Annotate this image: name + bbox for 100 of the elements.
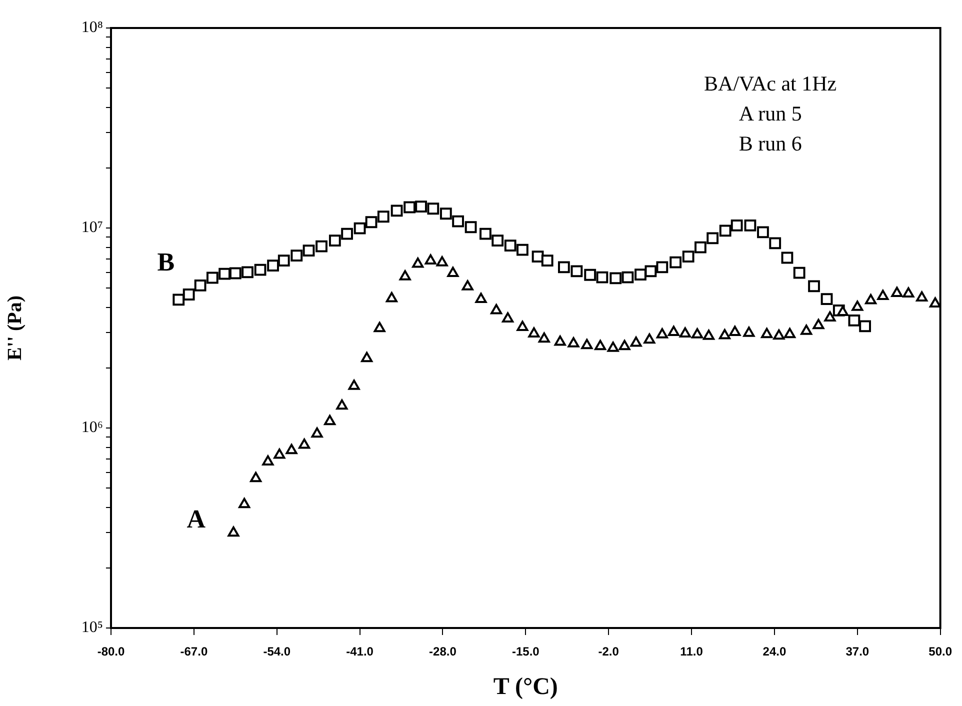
point bbox=[820, 293, 833, 306]
point bbox=[316, 240, 328, 252]
point bbox=[250, 472, 262, 482]
point bbox=[341, 228, 353, 240]
point bbox=[447, 266, 459, 277]
x-tick-label: -2.0 bbox=[598, 644, 620, 659]
point bbox=[324, 414, 336, 426]
point bbox=[607, 342, 619, 352]
y-tick-label: 10⁵ bbox=[81, 619, 103, 636]
point bbox=[424, 254, 436, 264]
point bbox=[729, 326, 741, 336]
point bbox=[618, 340, 630, 350]
point bbox=[229, 267, 242, 280]
point bbox=[743, 326, 755, 337]
point bbox=[172, 294, 185, 306]
point bbox=[744, 219, 756, 232]
x-tick-label: 24.0 bbox=[762, 644, 786, 659]
y-tick-label: 10⁷ bbox=[81, 219, 103, 236]
point bbox=[554, 336, 566, 346]
y-tick-label: 10⁶ bbox=[81, 419, 103, 436]
point bbox=[354, 222, 366, 234]
point bbox=[757, 226, 769, 238]
point bbox=[242, 266, 254, 278]
point bbox=[516, 244, 528, 256]
point bbox=[194, 280, 206, 292]
point bbox=[302, 244, 315, 257]
point bbox=[656, 261, 668, 274]
point bbox=[761, 328, 773, 338]
point bbox=[415, 200, 427, 213]
point bbox=[568, 337, 580, 348]
point bbox=[668, 326, 680, 336]
point bbox=[390, 204, 403, 217]
point bbox=[596, 271, 608, 284]
point bbox=[719, 224, 732, 237]
point bbox=[773, 329, 785, 340]
point bbox=[630, 336, 642, 347]
point bbox=[298, 438, 310, 449]
point bbox=[769, 237, 782, 250]
y-tick-label: 10⁸ bbox=[81, 19, 103, 36]
point bbox=[502, 312, 514, 322]
point bbox=[706, 232, 719, 244]
x-tick-label: -80.0 bbox=[97, 644, 125, 659]
point bbox=[852, 300, 864, 311]
x-tick-label: 11.0 bbox=[680, 644, 704, 659]
point bbox=[374, 322, 386, 332]
point bbox=[656, 328, 668, 338]
point bbox=[902, 287, 914, 298]
point bbox=[558, 261, 570, 274]
point bbox=[182, 288, 195, 300]
point bbox=[290, 250, 303, 262]
point bbox=[702, 330, 715, 340]
series-label: A bbox=[186, 504, 206, 534]
point bbox=[267, 260, 279, 272]
point bbox=[361, 352, 373, 362]
point bbox=[584, 268, 596, 281]
point bbox=[528, 327, 540, 338]
point bbox=[452, 215, 464, 228]
point bbox=[492, 234, 504, 247]
x-tick-label: -54.0 bbox=[263, 644, 291, 659]
point bbox=[254, 264, 266, 276]
point bbox=[808, 280, 820, 292]
point bbox=[784, 328, 796, 338]
point bbox=[206, 272, 218, 284]
x-axis-title: T (°C) bbox=[493, 674, 558, 700]
x-tick-label: -67.0 bbox=[180, 644, 208, 659]
point bbox=[462, 280, 474, 290]
point bbox=[274, 448, 286, 459]
point bbox=[644, 333, 656, 344]
point bbox=[464, 221, 477, 234]
x-tick-label: 50.0 bbox=[928, 644, 952, 659]
point bbox=[440, 208, 452, 220]
y-axis-title: E'' (Pa) bbox=[4, 296, 26, 360]
point bbox=[812, 318, 824, 330]
point bbox=[682, 250, 694, 262]
point bbox=[504, 240, 516, 252]
point bbox=[427, 202, 440, 215]
point bbox=[929, 297, 940, 308]
point bbox=[386, 292, 398, 302]
point bbox=[679, 327, 691, 338]
point bbox=[634, 268, 646, 281]
point bbox=[644, 265, 657, 278]
point bbox=[570, 265, 583, 278]
point bbox=[328, 234, 341, 247]
x-tick-label: -28.0 bbox=[429, 644, 457, 659]
point bbox=[824, 311, 836, 322]
point bbox=[594, 340, 606, 350]
annotation: BA/VAc at 1Hz bbox=[704, 72, 837, 96]
point bbox=[848, 314, 860, 326]
annotation: B run 6 bbox=[738, 132, 802, 156]
point bbox=[490, 304, 502, 314]
point bbox=[228, 526, 240, 537]
point bbox=[541, 254, 554, 267]
point bbox=[622, 271, 634, 284]
point bbox=[238, 498, 250, 508]
point bbox=[348, 380, 360, 390]
point bbox=[836, 306, 848, 316]
point bbox=[286, 444, 298, 454]
point bbox=[692, 328, 704, 338]
point bbox=[262, 455, 274, 466]
point bbox=[694, 241, 706, 254]
